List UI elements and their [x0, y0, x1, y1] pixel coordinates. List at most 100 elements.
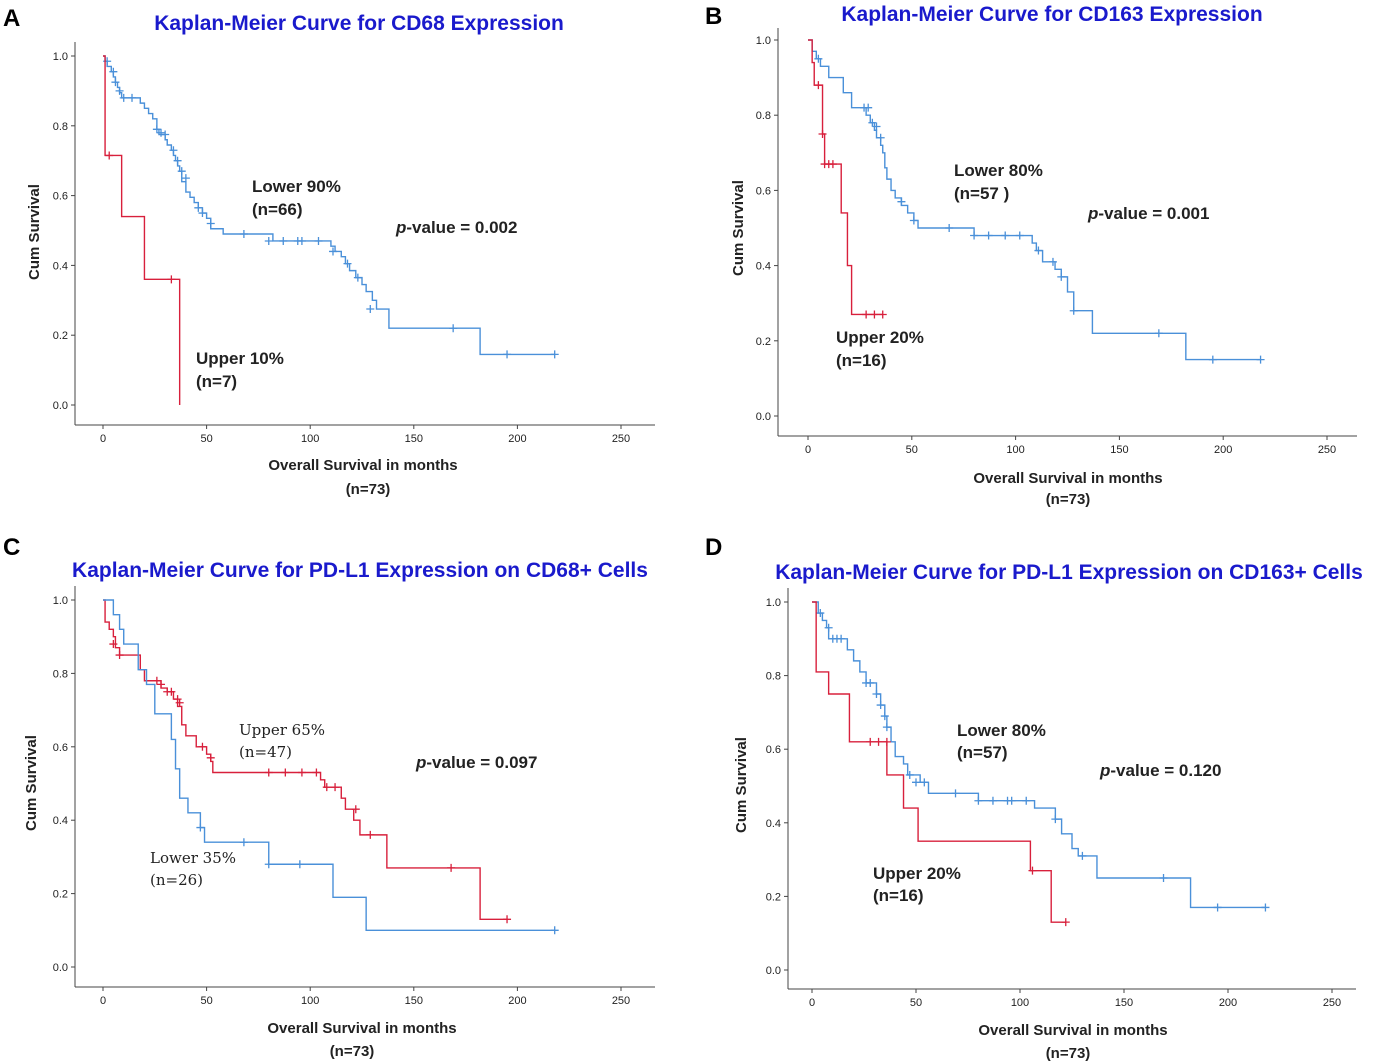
x-tick-label: 100	[1011, 997, 1029, 1009]
x-tick-label: 200	[508, 433, 526, 445]
x-tick-label: 50	[906, 444, 918, 456]
censor-mark-lower	[909, 216, 918, 225]
censor-mark-lower	[1069, 306, 1078, 315]
y-tick-label: 0.8	[756, 110, 771, 122]
censor-mark-upper	[173, 695, 182, 704]
y-tick-label: 0.2	[766, 891, 781, 903]
y-tick-label: 0.6	[756, 185, 771, 197]
censor-mark-lower	[951, 789, 960, 798]
censor-mark-lower	[1048, 257, 1057, 266]
censor-mark-lower	[550, 926, 559, 935]
x-tick-label: 100	[301, 995, 319, 1007]
censor-mark-lower	[152, 125, 161, 134]
censor-mark-lower	[279, 236, 288, 245]
censor-mark-upper	[447, 863, 456, 872]
p-italic: p	[415, 753, 426, 772]
censor-mark-upper	[322, 783, 331, 792]
censor-mark-lower	[872, 690, 881, 698]
censor-mark-lower	[449, 324, 458, 333]
x-tick-label: 250	[612, 995, 630, 1007]
panel-letter: D	[705, 534, 722, 561]
censor-mark-lower	[1078, 851, 1087, 860]
censor-mark-lower	[970, 231, 979, 240]
censor-mark-lower	[1051, 815, 1060, 824]
x-tick-label: 200	[508, 995, 526, 1007]
y-tick-label: 0.2	[756, 336, 771, 348]
censor-mark-lower	[876, 133, 885, 142]
censor-mark-upper	[264, 768, 273, 777]
x-tick-label: 150	[1110, 444, 1128, 456]
censor-mark-lower	[157, 128, 166, 137]
x-tick-label: 100	[301, 433, 319, 445]
censor-mark-lower	[503, 350, 512, 359]
censor-mark-lower	[169, 146, 178, 155]
x-tick-label: 100	[1006, 444, 1024, 456]
censor-mark-lower	[173, 156, 182, 165]
p-value-text: -value = 0.002	[406, 218, 517, 237]
censor-mark-upper	[331, 783, 340, 792]
group-label-upper-n: (n=7)	[196, 372, 237, 391]
y-tick-label: 1.0	[766, 597, 781, 609]
censor-mark-lower	[366, 305, 375, 314]
censor-mark-lower	[177, 167, 186, 176]
x-tick-label: 150	[405, 995, 423, 1007]
censor-mark-lower	[328, 247, 337, 256]
y-tick-label: 0.0	[53, 962, 68, 974]
censor-mark-upper	[1028, 866, 1037, 875]
group-label-upper: Upper 10%	[196, 349, 284, 368]
x-tick-label: 50	[910, 997, 922, 1009]
p-italic: p	[395, 218, 406, 237]
y-tick-label: 1.0	[53, 51, 68, 63]
censor-mark-lower	[264, 236, 273, 245]
p-value-label: p-value = 0.002	[395, 218, 517, 237]
censor-mark-upper	[828, 160, 837, 169]
censor-mark-lower	[1007, 796, 1016, 805]
x-tick-label: 50	[200, 433, 212, 445]
km-panel-d: D Kaplan-Meier Curve for PD-L1 Expressio…	[705, 534, 1363, 1062]
x-tick-label: 50	[200, 995, 212, 1007]
censor-mark-upper	[105, 151, 114, 160]
censor-mark-upper	[115, 651, 124, 660]
censor-mark-lower	[550, 350, 559, 359]
p-value-label: p-value = 0.097	[415, 753, 537, 772]
y-tick-label: 0.4	[53, 260, 68, 272]
censor-mark-upper	[312, 768, 321, 777]
x-axis-label: Overall Survival in months	[267, 1020, 456, 1037]
x-tick-label: 0	[100, 433, 106, 445]
y-tick-label: 0.6	[53, 742, 68, 754]
censor-mark-lower	[343, 259, 352, 268]
x-tick-label: 200	[1219, 997, 1237, 1009]
censor-mark-lower	[1015, 231, 1024, 240]
censor-mark-lower	[897, 197, 906, 206]
y-axis-label: Cum Survival	[26, 184, 43, 280]
y-axis-label: Cum Survival	[730, 180, 747, 276]
censor-mark-lower	[111, 78, 120, 87]
censor-mark-lower	[264, 860, 273, 869]
censor-mark-lower	[295, 860, 304, 869]
survival-curve-lower	[812, 601, 1266, 909]
p-value-label: p-value = 0.120	[1099, 761, 1221, 780]
censor-mark-lower	[864, 103, 873, 112]
censor-mark-lower	[314, 236, 323, 245]
survival-curve-upper	[103, 55, 181, 405]
p-italic: p	[1087, 204, 1098, 223]
y-tick-label: 0.2	[53, 330, 68, 342]
censor-mark-lower	[974, 796, 983, 805]
censor-mark-upper	[366, 830, 375, 839]
x-tick-label: 250	[1318, 444, 1336, 456]
censor-mark-lower	[1034, 246, 1043, 255]
x-axis-label: Overall Survival in months	[973, 470, 1162, 487]
x-tick-label: 0	[809, 997, 815, 1009]
censor-mark-upper	[818, 130, 827, 138]
y-tick-label: 0.0	[53, 400, 68, 412]
censor-mark-lower	[239, 838, 248, 847]
censor-mark-lower	[239, 229, 248, 238]
survival-curve-upper	[103, 599, 508, 920]
censor-mark-lower	[868, 118, 877, 127]
y-tick-label: 0.4	[756, 261, 771, 273]
censor-mark-lower	[876, 701, 885, 710]
censor-mark-lower	[945, 224, 954, 232]
censor-mark-lower	[119, 93, 128, 102]
censor-mark-upper	[1061, 918, 1070, 927]
censor-mark-lower	[816, 609, 825, 618]
